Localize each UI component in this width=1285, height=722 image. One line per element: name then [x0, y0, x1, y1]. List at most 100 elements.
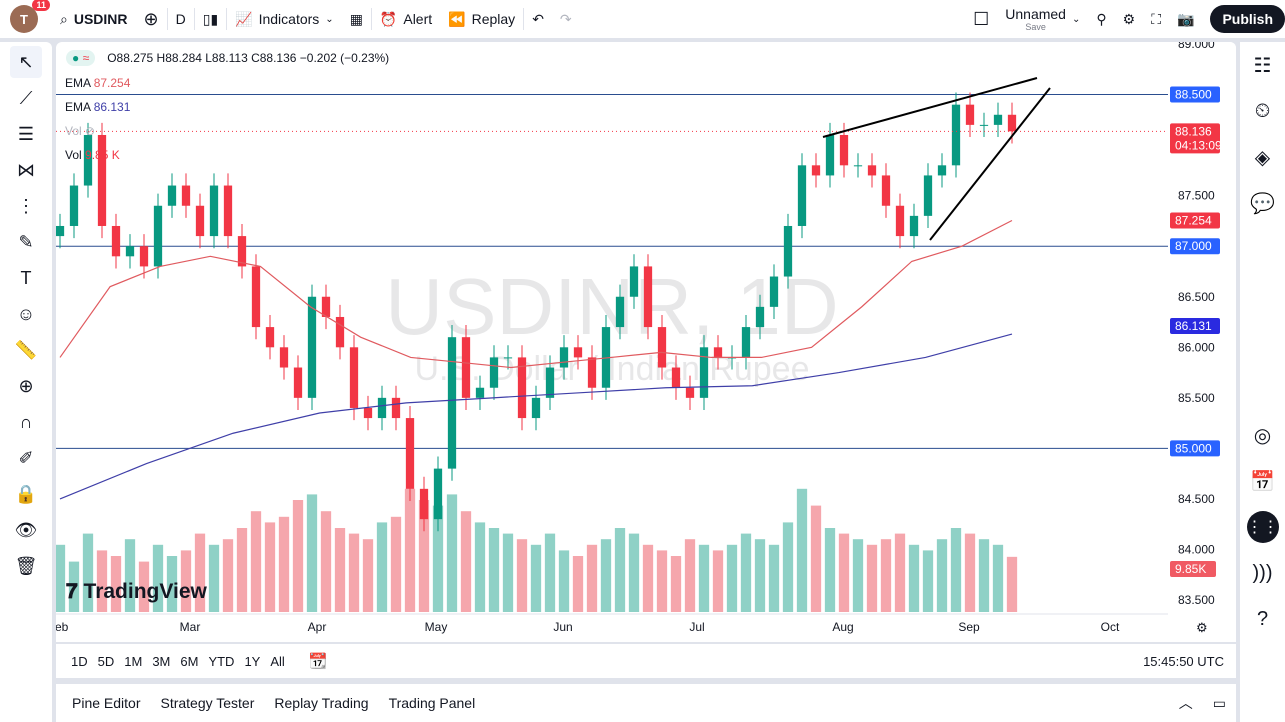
- volume-price-label: 9.85K: [1175, 562, 1206, 576]
- range-1d[interactable]: 1D: [71, 653, 88, 669]
- hline-price-label: 87.000: [1175, 239, 1212, 253]
- object-tree-button[interactable]: ◈: [1240, 134, 1285, 180]
- chart-area[interactable]: USDINR, 1D U.S. Dollar / Indian Rupee 89.0…: [56, 42, 1236, 642]
- magnet-tool[interactable]: ∩: [10, 406, 42, 438]
- range-5d[interactable]: 5D: [97, 653, 115, 669]
- volume-bar: [1006, 556, 1018, 612]
- range-1y[interactable]: 1Y: [244, 653, 261, 669]
- volume-bar: [138, 561, 150, 612]
- range-ytd[interactable]: YTD: [208, 653, 235, 669]
- tab-replay-trading[interactable]: Replay Trading: [274, 695, 369, 711]
- text-tool[interactable]: T: [10, 262, 42, 294]
- tab-pine-editor[interactable]: Pine Editor: [72, 695, 141, 711]
- alarm-icon: ⏰: [379, 10, 398, 27]
- volume-bar: [236, 528, 248, 612]
- brush-tool[interactable]: ✎: [10, 226, 42, 258]
- replay-button[interactable]: ⏪ Replay: [448, 10, 516, 28]
- watchlist-button[interactable]: ☷: [1240, 42, 1285, 88]
- search-icon: ⌕: [60, 10, 68, 27]
- price-chart[interactable]: USDINR, 1DU.S. Dollar / Indian Rupee 89.0…: [56, 42, 1236, 642]
- zoom-tool[interactable]: ⊕: [10, 370, 42, 402]
- tradingview-logo[interactable]: 𝟕 TradingView: [66, 580, 207, 604]
- watchlist-icon: ☷: [1253, 54, 1272, 77]
- undo-button[interactable]: ↶: [524, 0, 552, 38]
- candles-icon: ▯▮: [202, 10, 219, 27]
- chat-icon: 💬: [1250, 192, 1275, 215]
- fib-tool[interactable]: ☰: [10, 118, 42, 150]
- redo-button[interactable]: ↷: [552, 0, 580, 38]
- candle: [629, 266, 639, 297]
- layout-menu[interactable]: ☐ Unnamed Save ⌄: [965, 0, 1088, 38]
- avatar[interactable]: T 11: [10, 0, 50, 33]
- volume-bar: [502, 533, 514, 612]
- candle: [433, 468, 443, 520]
- signals-button[interactable]: ))): [1240, 550, 1285, 596]
- lock-drawing-tool[interactable]: ✐: [10, 442, 42, 474]
- candle: [811, 165, 821, 176]
- range-3m[interactable]: 3M: [152, 653, 171, 669]
- projection-tool[interactable]: ⋮: [10, 190, 42, 222]
- chat-button[interactable]: 💬: [1240, 180, 1285, 226]
- fullscreen-icon: ⛶: [1151, 10, 1161, 27]
- volume-bar: [670, 556, 682, 612]
- candle: [195, 205, 205, 237]
- apps-button[interactable]: ⋮⋮: [1240, 504, 1285, 550]
- magnet-icon: ∩: [19, 411, 33, 432]
- vol-hidden-legend[interactable]: Vol ⊘: [65, 124, 95, 138]
- grid-icon: ▦: [349, 10, 363, 27]
- symbol-search-button[interactable]: ⌕ USDINR: [60, 10, 128, 28]
- clock[interactable]: 15:45:50 UTC: [1143, 653, 1224, 669]
- ruler-tool[interactable]: 📏: [10, 334, 42, 366]
- compare-symbol-button[interactable]: ⊕: [136, 0, 167, 38]
- candle: [517, 357, 527, 419]
- volume-bar: [992, 544, 1004, 612]
- calendar-icon: 📅: [1250, 470, 1275, 493]
- time-tick: Oct: [1101, 620, 1120, 634]
- screener-button[interactable]: ◎: [1240, 412, 1285, 458]
- range-1m[interactable]: 1M: [124, 653, 143, 669]
- date-range-button[interactable]: 📆: [304, 652, 333, 670]
- volume-bar: [376, 522, 388, 612]
- tab-trading-panel[interactable]: Trading Panel: [388, 695, 476, 711]
- vol-legend[interactable]: Vol 9.85 K: [65, 148, 120, 162]
- quick-search-button[interactable]: ⚲: [1088, 0, 1114, 38]
- fullscreen-button[interactable]: ⛶: [1143, 0, 1169, 38]
- tv-logo-icon: 𝟕: [66, 580, 78, 603]
- layouts-button[interactable]: ▦: [342, 0, 371, 38]
- alerts-button[interactable]: ⏲: [1240, 88, 1285, 134]
- volume-bar: [180, 550, 192, 612]
- tab-strategy-tester[interactable]: Strategy Tester: [160, 695, 255, 711]
- publish-button[interactable]: Publish: [1210, 5, 1285, 33]
- range-all[interactable]: All: [270, 653, 285, 669]
- axis-settings-icon[interactable]: ⚙: [1196, 620, 1208, 635]
- plus-circle-icon: ⊕: [143, 8, 159, 29]
- ema1-legend[interactable]: EMA 87.254: [65, 76, 130, 90]
- ema2-legend[interactable]: EMA 86.131: [65, 100, 130, 114]
- chart-type-button[interactable]: ▯▮: [195, 0, 226, 38]
- emoji-tool[interactable]: ☺: [10, 298, 42, 330]
- snapshot-button[interactable]: 📷: [1169, 0, 1202, 38]
- status-pill[interactable]: ● ≈: [66, 50, 96, 66]
- trendline-tool[interactable]: ⟋: [10, 82, 42, 114]
- alert-button[interactable]: ⏰ Alert: [379, 10, 433, 28]
- interval-button[interactable]: D: [175, 11, 186, 27]
- volume-bar: [96, 550, 108, 612]
- help-button[interactable]: ?: [1240, 596, 1285, 642]
- remove-tool[interactable]: 🗑: [10, 550, 42, 582]
- collapse-panel-button[interactable]: ︿: [1169, 693, 1203, 713]
- range-6m[interactable]: 6M: [180, 653, 199, 669]
- hide-tool[interactable]: 👁: [10, 514, 42, 546]
- volume-bar: [614, 528, 626, 612]
- calendar-button[interactable]: 📅: [1240, 458, 1285, 504]
- volume-bar: [684, 539, 696, 612]
- volume-bar: [110, 556, 122, 612]
- settings-button[interactable]: ⚙: [1115, 0, 1144, 38]
- candle: [349, 347, 359, 408]
- candle: [307, 296, 317, 398]
- lock-tool[interactable]: 🔒: [10, 478, 42, 510]
- volume-bar: [754, 539, 766, 612]
- maximize-panel-button[interactable]: ▭: [1203, 695, 1236, 712]
- cursor-tool[interactable]: ↖: [10, 46, 42, 78]
- pattern-tool[interactable]: ⋈: [10, 154, 42, 186]
- indicators-button[interactable]: 📈 Indicators ⌄: [235, 10, 334, 28]
